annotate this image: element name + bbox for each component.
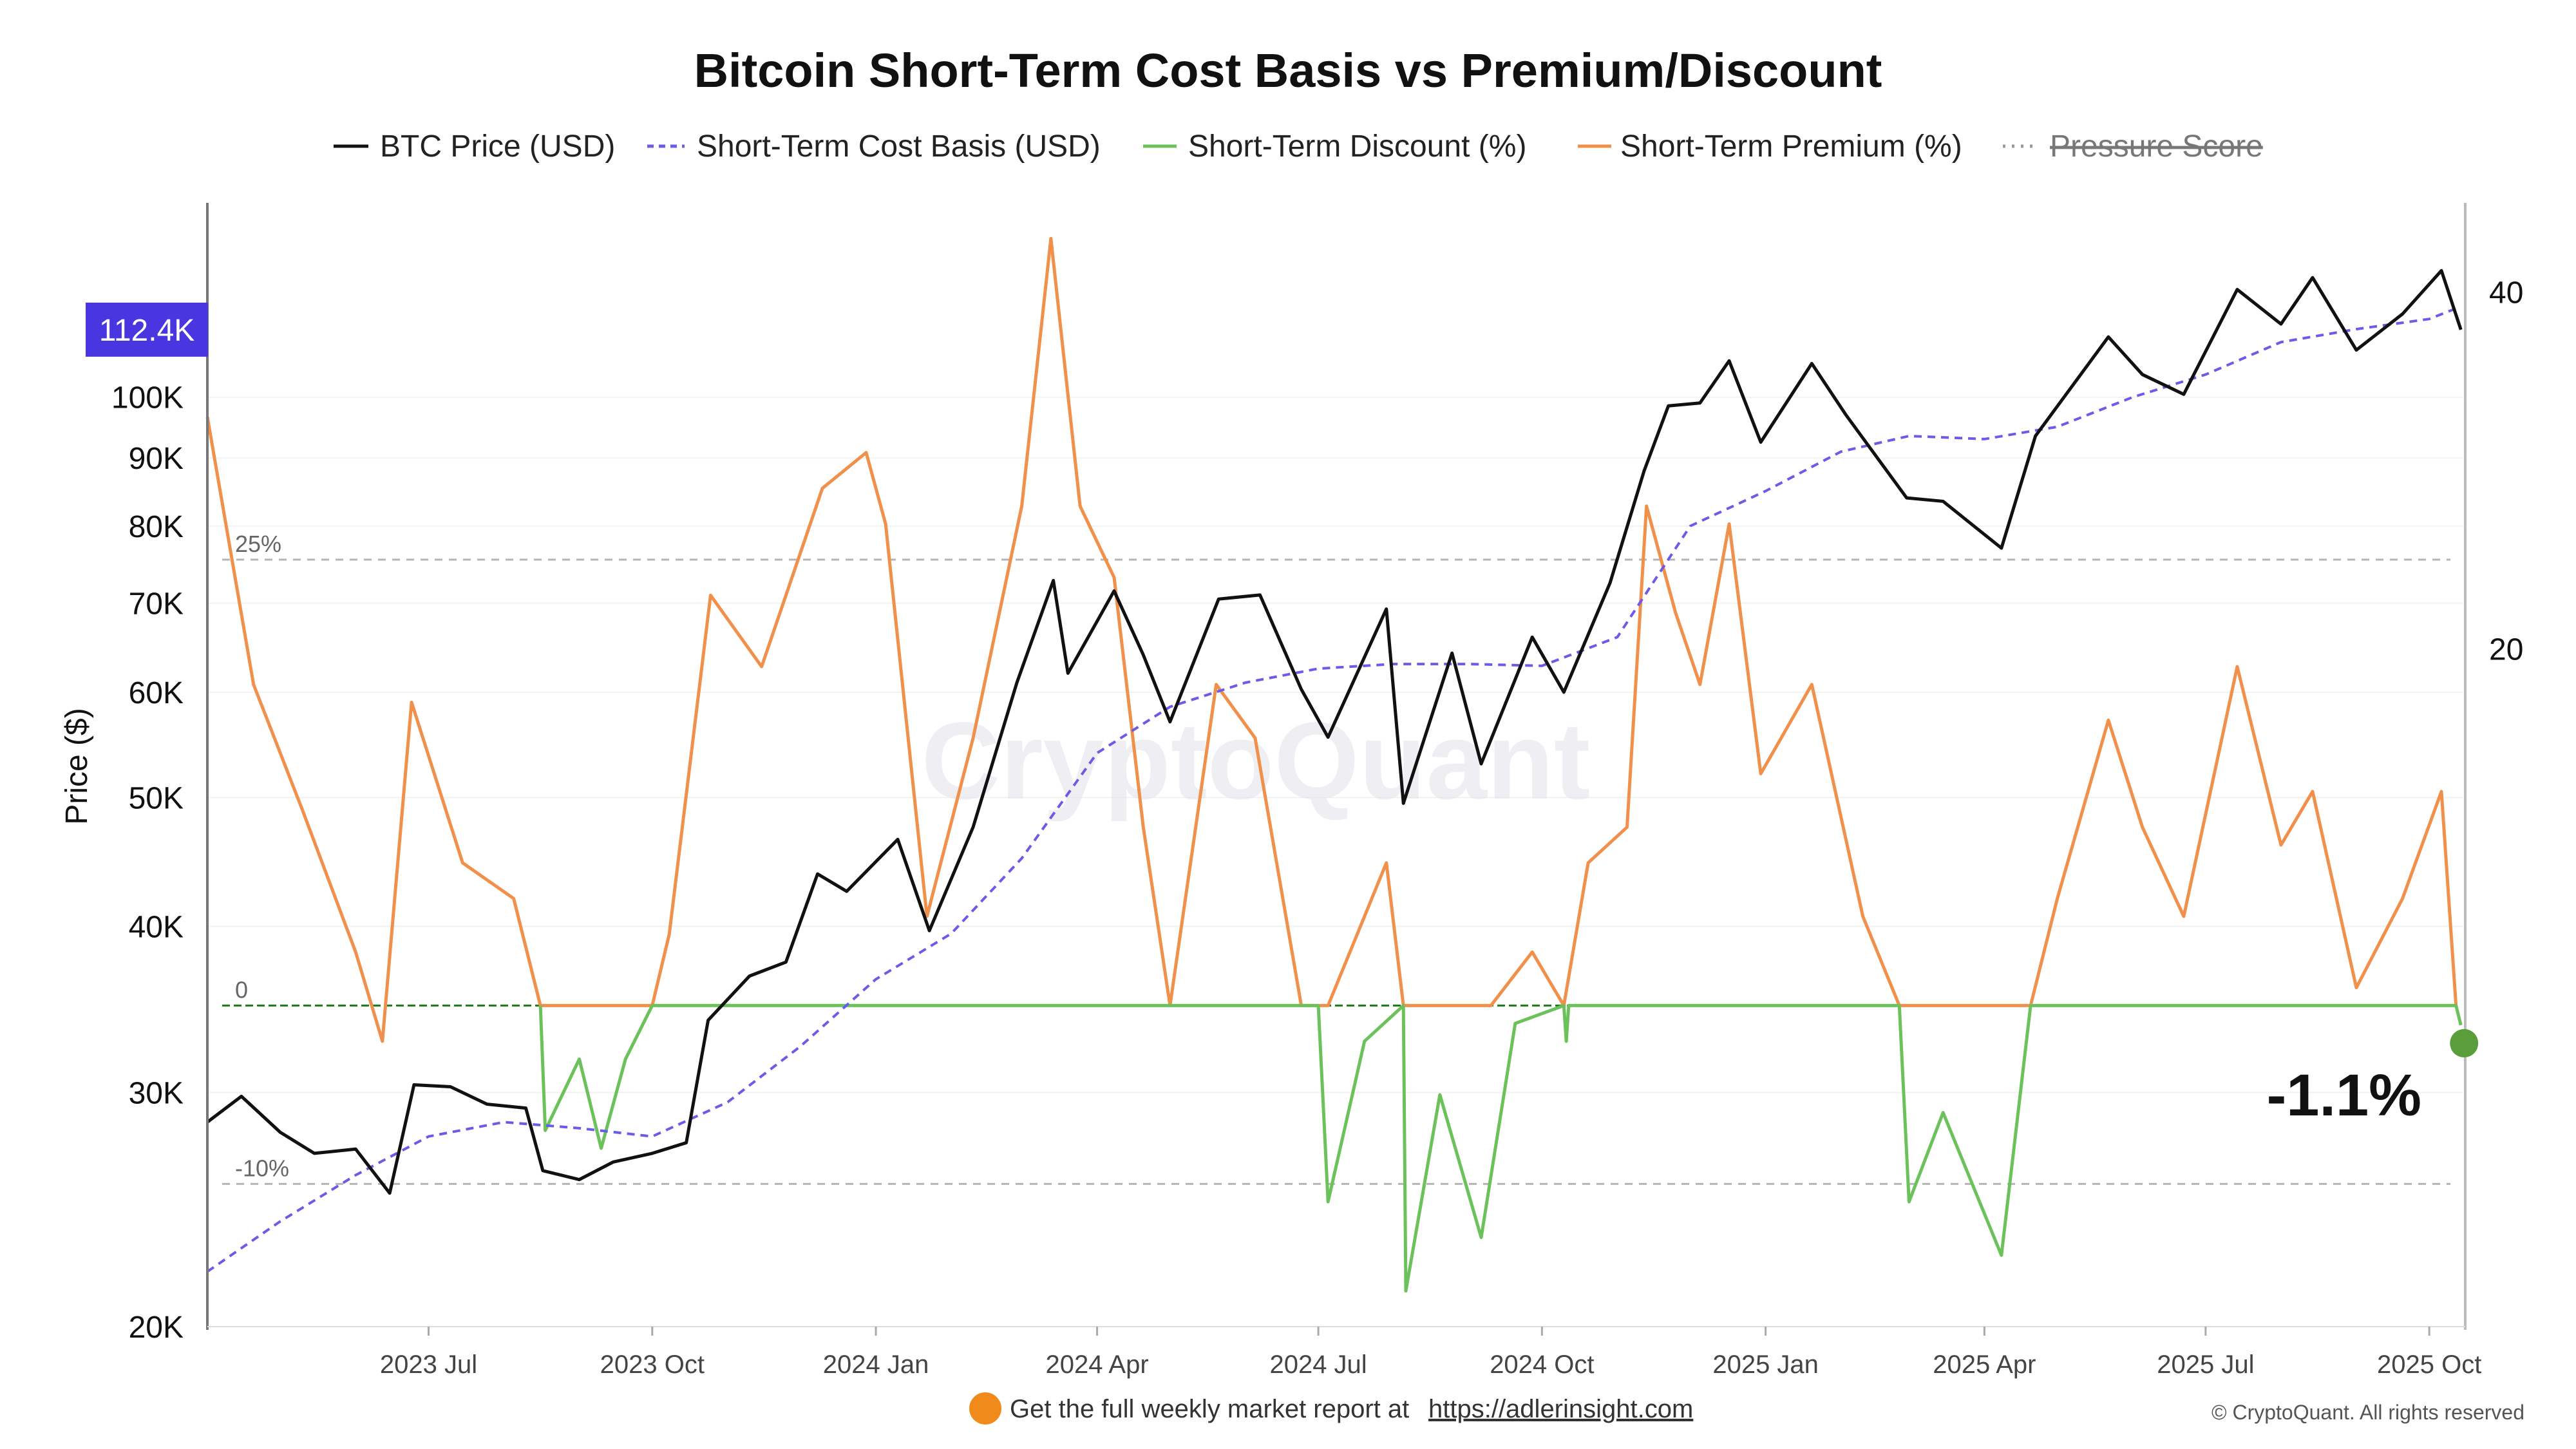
legend-item-pressure-score[interactable]: Pressure Score (2003, 129, 2263, 164)
y-tick-label: 80K (129, 510, 184, 544)
x-tick-label: 2025 Oct (2377, 1350, 2481, 1379)
y-axis-label: Price ($) (60, 708, 94, 824)
legend-item-premium[interactable]: Short-Term Premium (%) (1578, 129, 1962, 164)
discount-series-line (538, 1003, 2463, 1293)
legend-label-btc-price: BTC Price (USD) (380, 129, 615, 164)
x-tick-label: 2023 Oct (600, 1350, 705, 1379)
cost-basis-series-line (206, 305, 2461, 1273)
legend-item-cost-basis[interactable]: Short-Term Cost Basis (USD) (647, 129, 1101, 164)
y-tick-label: 50K (129, 781, 184, 815)
legend-item-discount[interactable]: Short-Term Discount (%) (1143, 129, 1526, 164)
current-price-badge-label: 112.4K (99, 314, 195, 348)
reference-lines: 25% 0 -10% (222, 531, 2450, 1185)
y-tick-label: 100K (111, 381, 184, 415)
legend-label-premium: Short-Term Premium (%) (1620, 129, 1962, 164)
series-layer (205, 236, 2463, 1293)
current-price-badge: 112.4K (86, 302, 208, 357)
current-price-badge-box (86, 302, 208, 357)
x-tick-label: 2025 Jan (1712, 1350, 1819, 1379)
current-deviation-label: -1.1% (2267, 1063, 2421, 1128)
y-tick-label: 20K (129, 1311, 184, 1345)
chart-title: Bitcoin Short-Term Cost Basis vs Premium… (694, 44, 1882, 97)
x-tick-label: 2025 Apr (1933, 1350, 2036, 1379)
y-tick-label: 30K (129, 1076, 184, 1110)
x-tick-label: 2024 Jul (1269, 1350, 1367, 1379)
legend-label-discount: Short-Term Discount (%) (1188, 129, 1526, 164)
axes: 20K 30K 40K 50K 60K 70K 80K 90K 100K 20 40 2023 Jul… (111, 203, 2523, 1379)
x-tick-label: 2024 Jan (823, 1350, 929, 1379)
current-deviation-marker (2450, 1028, 2479, 1057)
x-tick-label: 2024 Apr (1046, 1350, 1149, 1379)
watermark: CryptoQuant (922, 700, 1591, 822)
footer-text: Get the full weekly market report at (1010, 1395, 1409, 1423)
y2-tick-label: 20 (2489, 632, 2523, 667)
reference-line-label: 25% (235, 531, 281, 557)
x-tick-label: 2023 Jul (380, 1350, 477, 1379)
legend: BTC Price (USD) Short-Term Cost Basis (U… (334, 129, 2263, 164)
legend-label-pressure-score: Pressure Score (2050, 129, 2263, 164)
y-tick-label: 40K (129, 910, 184, 944)
btc-price-series-line (206, 269, 2463, 1195)
copyright-text: © CryptoQuant. All rights reserved (2211, 1401, 2524, 1424)
x-tick-label: 2024 Oct (1490, 1350, 1594, 1379)
legend-label-cost-basis: Short-Term Cost Basis (USD) (697, 129, 1101, 164)
premium-series-line (205, 236, 2458, 1043)
y-tick-label: 60K (129, 676, 184, 710)
y-tick-label: 90K (129, 442, 184, 476)
reference-line-label: 0 (235, 976, 248, 1003)
reference-line-label: -10% (235, 1155, 289, 1181)
plot-background (207, 396, 2463, 1327)
x-tick-label: 2025 Jul (2157, 1350, 2254, 1379)
y-tick-label: 70K (129, 587, 184, 621)
footer: Get the full weekly market report at htt… (969, 1392, 2524, 1425)
legend-item-btc-price[interactable]: BTC Price (USD) (334, 129, 615, 164)
footer-link[interactable]: https://adlerinsight.com (1428, 1395, 1693, 1423)
y2-tick-label: 40 (2489, 276, 2523, 310)
report-orb-icon (969, 1392, 1001, 1425)
